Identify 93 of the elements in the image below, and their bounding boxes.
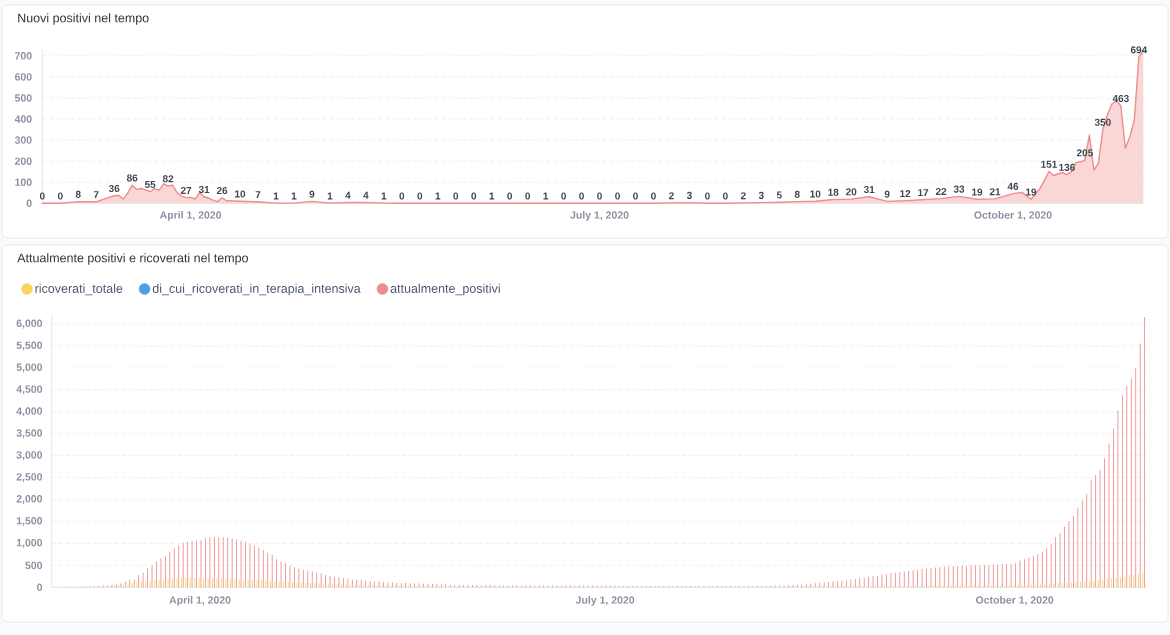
x-tick-label: April 1, 2020 [169,596,231,606]
data-label: 20 [845,188,857,196]
data-label: 21 [989,188,1001,196]
y-tick-label: 6,000 [16,319,43,329]
y-tick-label: 1,000 [16,538,43,548]
data-label: 0 [417,192,423,200]
data-label: 0 [705,192,710,200]
data-label: 0 [471,192,477,200]
data-label: 33 [953,185,965,193]
data-label: 19 [972,188,983,196]
data-label: 4 [345,191,351,199]
data-label: 12 [900,190,911,198]
data-label: 7 [93,191,99,199]
data-label: 26 [216,187,228,195]
data-label: 55 [144,181,156,188]
data-label: 31 [863,185,875,194]
data-label: 205 [1076,149,1093,157]
x-tick-label: October 1, 2020 [974,211,1052,221]
data-label: 4 [363,191,369,199]
legend-label: ricoverati_totale [35,283,123,296]
y-tick-label: 100 [15,178,32,186]
data-label: 463 [1112,94,1129,103]
x-tick-label: April 1, 2020 [159,211,222,221]
data-label: 17 [918,189,929,197]
data-label: 0 [57,192,63,200]
data-label: 0 [633,192,638,200]
legend-label: attualmente_positivi [390,283,500,296]
y-tick-label: 600 [14,73,32,81]
data-label: 7 [255,191,261,199]
data-label: 0 [597,192,602,200]
data-label: 10 [810,190,821,198]
y-tick-label: 5,000 [16,363,43,373]
data-label: 350 [1094,118,1111,126]
data-label: 8 [794,190,800,198]
y-tick-label: 3,000 [16,451,43,461]
data-label: 0 [722,192,728,200]
data-label: 0 [525,192,531,200]
data-label: 27 [180,186,192,194]
y-tick-label: 2,000 [16,495,43,505]
data-label: 46 [1007,182,1019,190]
data-label: 1 [435,192,441,200]
data-label: 86 [126,174,138,182]
y-tick-label: 300 [14,136,32,144]
y-tick-label: 2,500 [16,473,43,483]
data-label: 1 [273,192,279,200]
data-label: 136 [1059,163,1075,171]
y-tick-label: 0 [26,199,32,208]
y-tick-label: 4,000 [16,407,43,417]
data-label: 0 [453,192,459,200]
x-tick-label: July 1, 2020 [575,596,635,606]
data-label: 1 [381,192,387,200]
data-label: 18 [828,188,839,196]
data-label: 1 [543,192,549,200]
data-label: 3 [686,191,692,199]
data-label: 10 [235,190,246,198]
data-label: 2 [740,192,746,200]
legend-label: di_cui_ricoverati_in_terapia_intensiva [152,283,361,296]
data-label: 9 [309,190,315,198]
data-label: 5 [776,191,782,199]
data-label: 9 [884,190,890,198]
data-label: 31 [198,185,210,194]
data-label: 2 [669,192,674,200]
x-tick-label: July 1, 2020 [570,211,629,221]
data-label: 19 [1026,188,1037,196]
data-label: 0 [651,192,656,200]
data-label: 0 [507,192,513,200]
y-tick-label: 3,500 [16,429,43,439]
y-tick-label: 1,500 [16,517,43,526]
x-tick-label: October 1, 2020 [975,596,1054,606]
y-tick-label: 5,500 [16,341,43,351]
data-label: 82 [162,175,174,183]
data-label: 3 [758,191,764,199]
data-label: 0 [615,192,620,200]
data-label: 36 [108,184,120,193]
data-label: 151 [1041,160,1057,168]
y-tick-label: 4,500 [16,385,43,395]
y-tick-label: 500 [25,561,43,570]
data-label: 694 [1130,46,1148,54]
data-label: 8 [75,190,81,198]
y-tick-label: 500 [14,94,32,102]
data-label: 0 [579,192,584,200]
data-label: 0 [561,192,566,200]
y-tick-label: 700 [15,52,32,60]
y-tick-label: 400 [14,115,32,123]
data-label: 22 [935,187,947,195]
y-tick-label: 200 [14,157,32,165]
data-label: 1 [327,192,333,200]
chart-title: Attualmente positivi e ricoverati nel tempo [17,253,248,265]
y-tick-label: 0 [37,583,43,592]
data-label: 1 [291,192,297,200]
chart-title: Nuovi positivi nel tempo [18,13,149,25]
data-label: 1 [489,192,495,200]
data-label: 0 [399,192,405,200]
